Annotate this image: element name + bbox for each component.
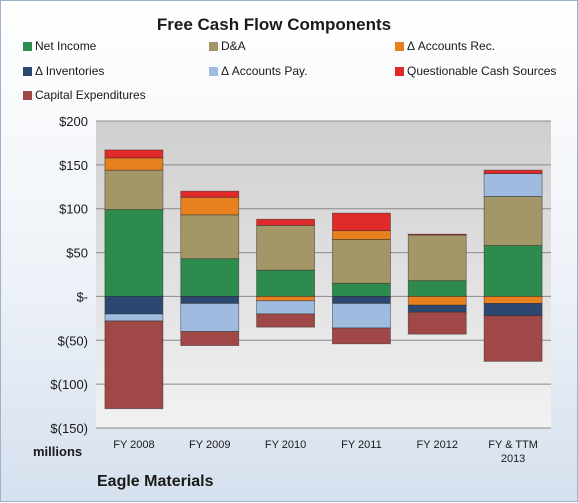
bar-segment xyxy=(256,269,315,297)
bar-segment xyxy=(256,296,315,302)
bar-segment xyxy=(180,258,240,297)
bar-segment xyxy=(104,169,164,210)
bar-segment xyxy=(483,315,543,362)
y-tick-label: $50 xyxy=(66,246,88,261)
bar-segment xyxy=(332,212,391,232)
legend-swatch xyxy=(395,42,404,51)
y-tick-label: $150 xyxy=(59,158,88,173)
x-tick-label: FY 2011 xyxy=(341,439,382,451)
bar-segment xyxy=(483,245,543,297)
legend-label: Δ Accounts Rec. xyxy=(407,39,496,53)
bar-segment xyxy=(180,190,240,198)
bar-segment xyxy=(332,327,391,345)
bar-segment xyxy=(407,296,467,306)
legend-label: Δ Accounts Pay. xyxy=(221,64,308,78)
bar-segment xyxy=(332,296,391,304)
legend-item: D&A xyxy=(209,39,246,53)
bar-segment xyxy=(407,280,467,297)
x-tick-label: FY 2009 xyxy=(189,439,230,451)
legend-swatch xyxy=(395,67,404,76)
bar-segment xyxy=(180,296,240,304)
legend-swatch xyxy=(23,42,32,51)
bar-segment xyxy=(483,173,543,197)
legend-item: Δ Accounts Rec. xyxy=(395,39,495,53)
bar-segment xyxy=(483,303,543,317)
x-tick-label: 2013 xyxy=(501,453,525,465)
bar-segment xyxy=(180,214,240,260)
bar-segment xyxy=(407,234,467,282)
legend-swatch xyxy=(23,91,32,100)
bar-segment xyxy=(332,230,391,240)
legend-swatch xyxy=(23,67,32,76)
bar-segment xyxy=(180,196,240,216)
legend-swatch xyxy=(209,67,218,76)
bar-segment xyxy=(483,296,543,304)
y-tick-label: $- xyxy=(76,289,88,304)
bar-segment xyxy=(332,303,391,329)
bar-segment xyxy=(256,300,315,315)
bar-segment xyxy=(180,303,240,332)
legend-item: Capital Expenditures xyxy=(23,88,146,102)
bar-segment xyxy=(104,320,164,410)
plot-area xyxy=(96,121,551,428)
bar-segment xyxy=(332,282,391,297)
legend-item: Δ Accounts Pay. xyxy=(209,64,308,78)
bar-segment xyxy=(483,196,543,246)
x-tick-label: FY 2012 xyxy=(417,439,458,451)
bar-segment xyxy=(256,224,315,271)
legend-label: Δ Inventories xyxy=(35,64,105,78)
bar-segment xyxy=(104,149,164,159)
bar-segment xyxy=(104,209,164,297)
chart-title: Free Cash Flow Components xyxy=(156,15,392,34)
y-tick-label: $(50) xyxy=(58,333,88,348)
units-label: millions xyxy=(33,444,83,459)
company-label: Eagle Materials xyxy=(97,473,214,490)
legend-item: Net Income xyxy=(23,39,96,53)
legend-swatch xyxy=(209,42,218,51)
legend-label: D&A xyxy=(221,39,246,53)
y-tick-label: $(100) xyxy=(50,377,88,392)
bar-segment xyxy=(256,218,315,226)
bar-segment xyxy=(256,313,315,328)
bar-segment xyxy=(332,239,391,284)
bar-segment xyxy=(104,157,164,171)
legend-label: Capital Expenditures xyxy=(35,88,146,102)
bar-segment xyxy=(407,304,467,313)
x-tick-label: FY 2010 xyxy=(265,439,306,451)
legend-item: Questionable Cash Sources xyxy=(395,64,556,78)
y-tick-label: $100 xyxy=(59,202,88,217)
bar-segment xyxy=(104,313,164,322)
bar-segment xyxy=(483,169,543,175)
bar-segment xyxy=(407,233,467,236)
y-tick-label: $200 xyxy=(59,114,88,129)
y-tick-label: $(150) xyxy=(50,421,88,436)
bar-segment xyxy=(180,331,240,346)
legend-label: Net Income xyxy=(35,39,97,53)
legend-label: Questionable Cash Sources xyxy=(407,64,557,78)
legend-item: Δ Inventories xyxy=(23,64,104,78)
bar-segment xyxy=(407,311,467,335)
x-tick-label: FY & TTM xyxy=(488,439,538,451)
bar-segment xyxy=(104,296,164,315)
x-tick-label: FY 2008 xyxy=(113,439,154,451)
